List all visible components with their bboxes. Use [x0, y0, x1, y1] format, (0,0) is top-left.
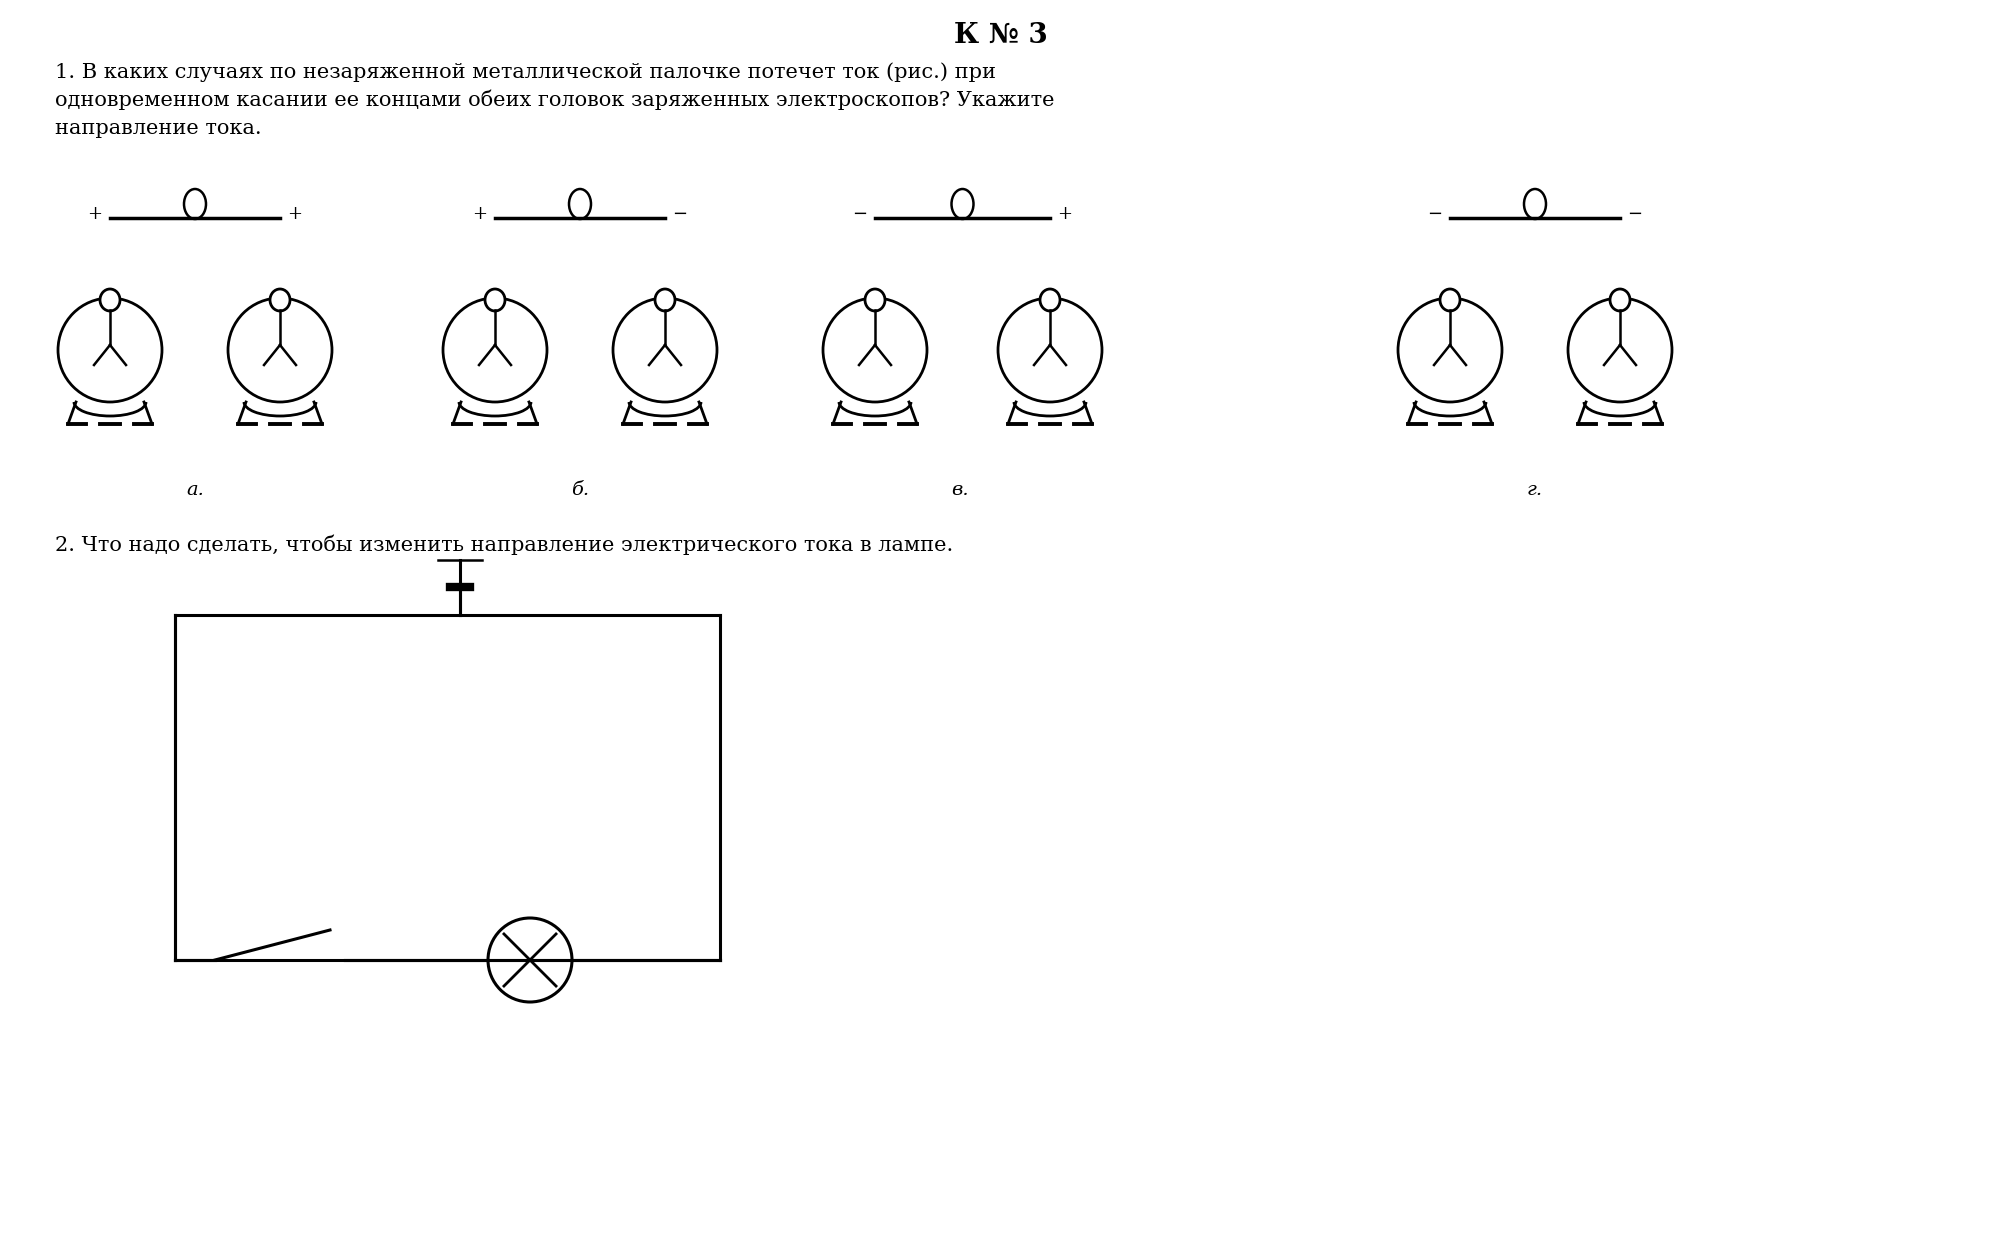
- Ellipse shape: [1440, 289, 1460, 311]
- Ellipse shape: [1610, 289, 1630, 311]
- Text: +: +: [1058, 205, 1072, 223]
- Text: +: +: [473, 205, 487, 223]
- Text: К № 3: К № 3: [953, 21, 1048, 48]
- Circle shape: [489, 918, 573, 1001]
- Text: а.: а.: [186, 482, 204, 499]
- Ellipse shape: [270, 289, 290, 311]
- Ellipse shape: [865, 289, 885, 311]
- Text: г.: г.: [1526, 482, 1542, 499]
- Text: +: +: [288, 205, 302, 223]
- Text: −: −: [1628, 205, 1642, 223]
- Ellipse shape: [100, 289, 120, 311]
- Text: +: +: [88, 205, 102, 223]
- Text: б.: б.: [571, 482, 589, 499]
- Text: в.: в.: [951, 482, 969, 499]
- Text: одновременном касании ее концами обеих головок заряженных электроскопов? Укажите: одновременном касании ее концами обеих г…: [54, 89, 1054, 110]
- Text: −: −: [1428, 205, 1442, 223]
- Text: 2. Что надо сделать, чтобы изменить направление электрического тока в лампе.: 2. Что надо сделать, чтобы изменить напр…: [54, 535, 953, 555]
- Text: направление тока.: направление тока.: [54, 118, 262, 138]
- Text: 1. В каких случаях по незаряженной металлической палочке потечет ток (рис.) при: 1. В каких случаях по незаряженной метал…: [54, 62, 995, 82]
- Text: −: −: [853, 205, 867, 223]
- Text: −: −: [673, 205, 687, 223]
- Ellipse shape: [655, 289, 675, 311]
- Ellipse shape: [1040, 289, 1060, 311]
- Ellipse shape: [485, 289, 505, 311]
